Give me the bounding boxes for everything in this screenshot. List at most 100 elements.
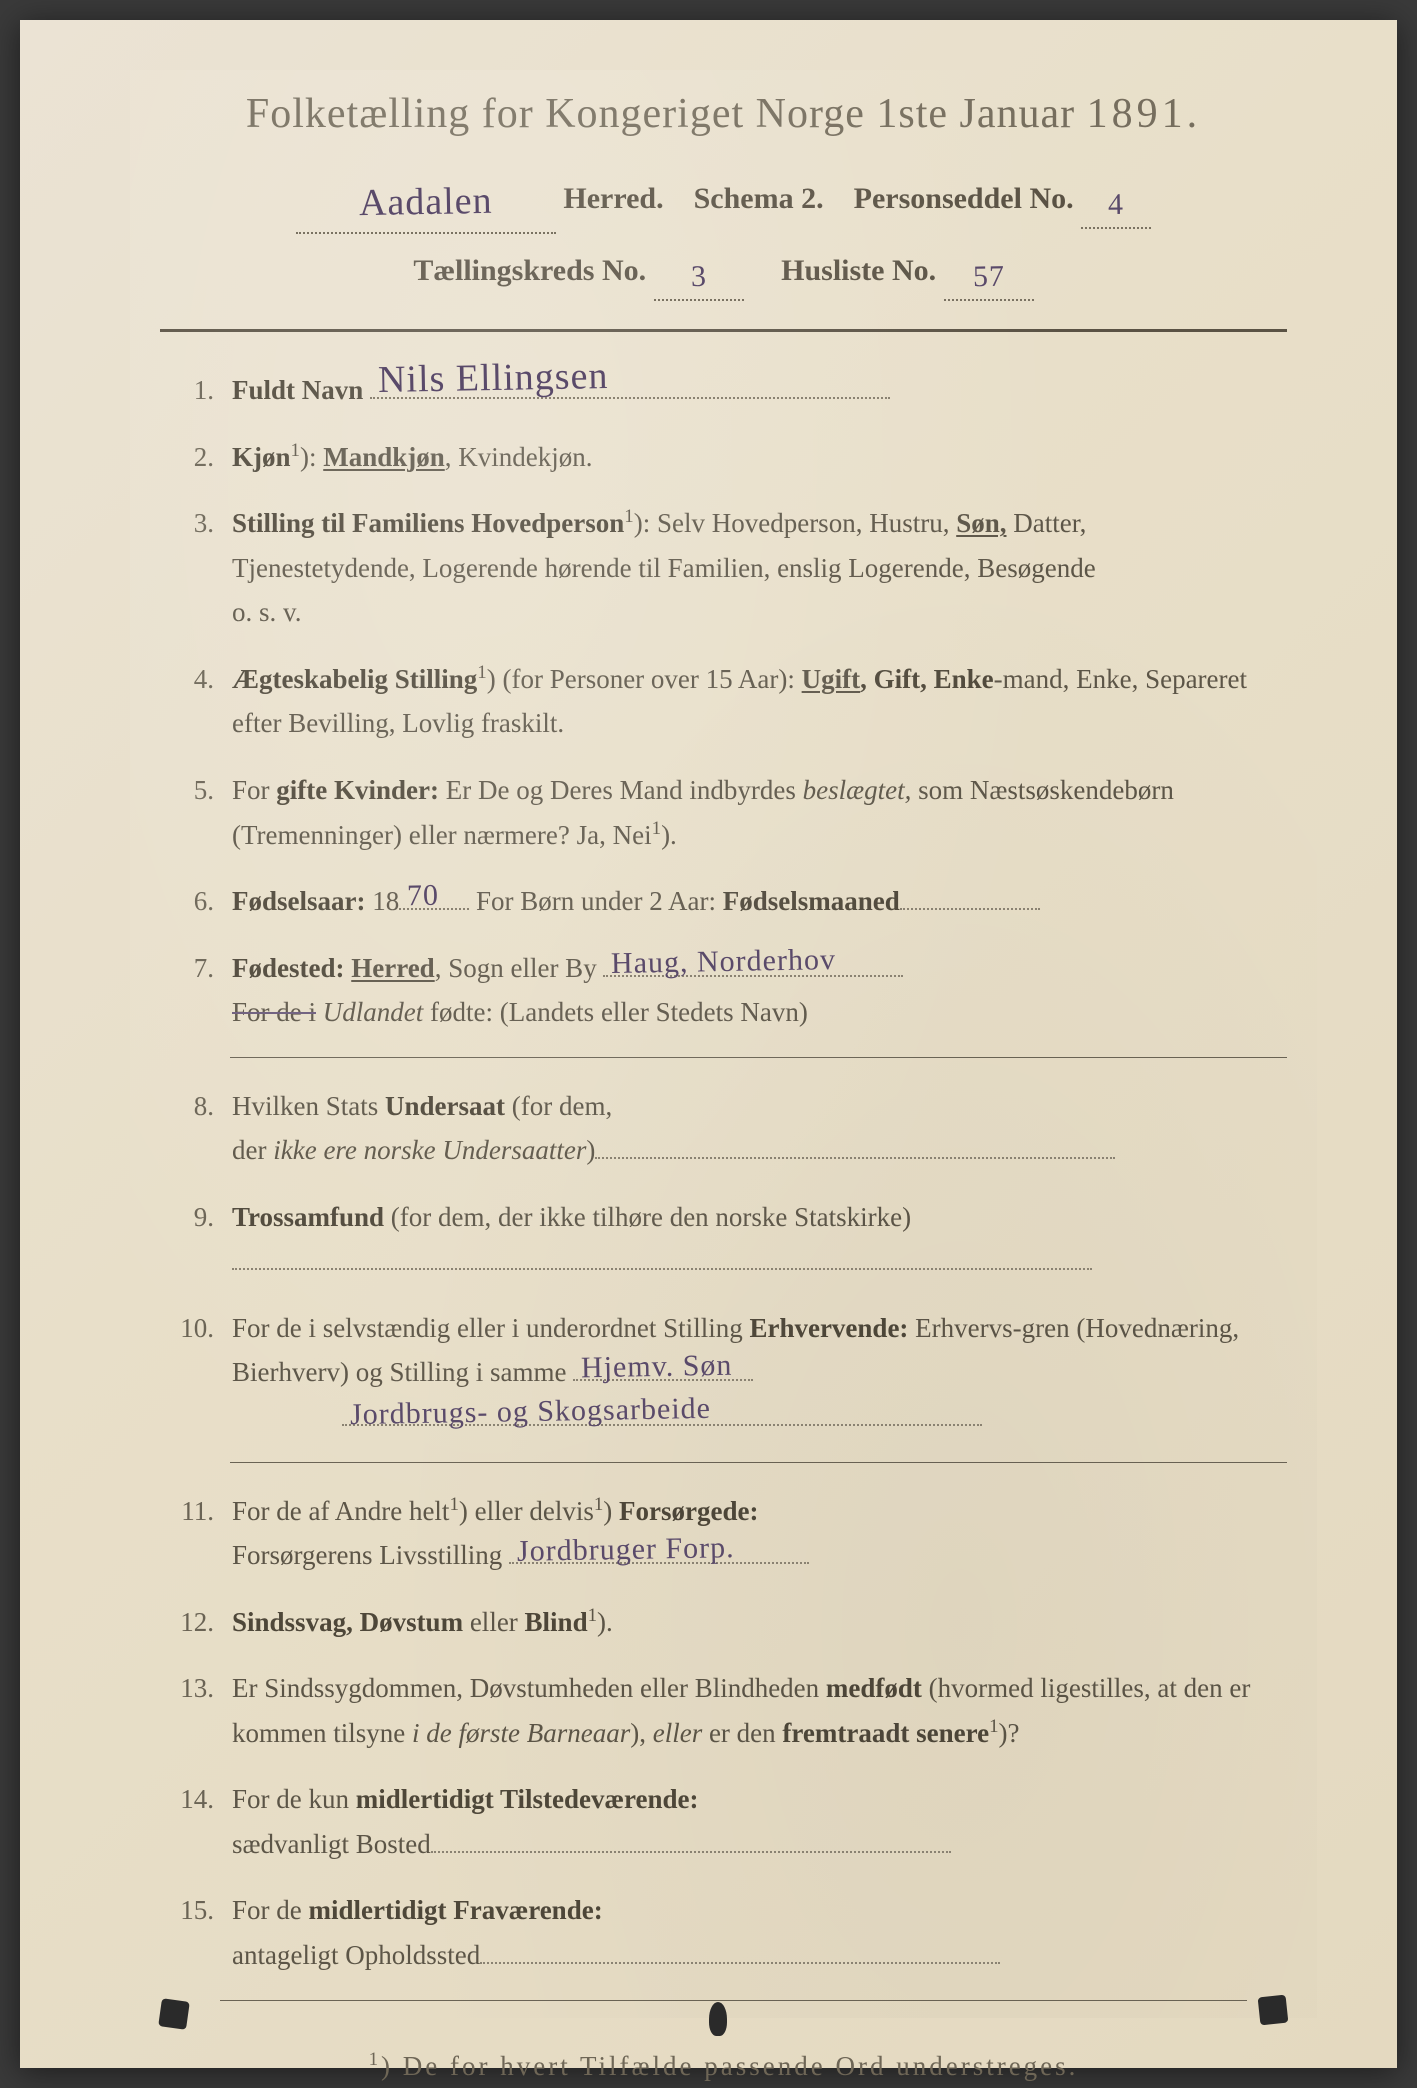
census-form-page: Folketælling for Kongeriget Norge 1ste J… (20, 20, 1397, 2068)
label: Kjøn (232, 442, 291, 472)
header-line-1: Aadalen Herred. Schema 2. Personseddel N… (160, 160, 1287, 234)
text-a: Hvilken Stats (232, 1091, 385, 1121)
text-e: )? (999, 1718, 1020, 1748)
item-num: 4. (170, 657, 232, 702)
year-prefix: 18 (372, 886, 399, 916)
text-c: der (232, 1135, 273, 1165)
text-b: (for dem, (505, 1091, 612, 1121)
label: Trossamfund (232, 1202, 384, 1232)
text-c: ). (661, 820, 677, 850)
italic: Udlandet (316, 997, 423, 1027)
item-1: 1. Fuldt Navn Nils Ellingsen (170, 368, 1287, 413)
item-body: Fuldt Navn Nils Ellingsen (232, 368, 1287, 413)
text-b: sædvanligt Bosted (232, 1829, 431, 1859)
label: Fuldt Navn (232, 375, 363, 405)
item-body: Hvilken Stats Undersaat (for dem, der ik… (232, 1084, 1287, 1173)
label-b: fremtraadt senere (782, 1718, 989, 1748)
label: Sindssvag, Døvstum (232, 1607, 463, 1637)
italic: ikke ere norske Undersaatter (273, 1135, 586, 1165)
religion-field (232, 1241, 1092, 1271)
schema-label: Schema 2. (694, 182, 824, 215)
italic: i de første Barneaar (412, 1718, 630, 1748)
item-3: 3. Stilling til Familiens Hovedperson1):… (170, 501, 1287, 635)
label: Ægteskabelig Stilling (232, 664, 477, 694)
name-value: Nils Ellingsen (378, 344, 609, 411)
item-body: Ægteskabelig Stilling1) (for Personer ov… (232, 657, 1287, 746)
text-a: For Børn under 2 Aar: (476, 886, 723, 916)
sup: 1 (449, 1494, 458, 1515)
text-a: Er Sindssygdommen, Døvstumheden eller Bl… (232, 1673, 826, 1703)
text-a: ) (for Personer over 15 Aar): (487, 664, 802, 694)
occupation-b: Jordbrugs- og Skogsarbeide (350, 1383, 712, 1439)
items-list: 1. Fuldt Navn Nils Ellingsen 2. Kjøn1): … (170, 368, 1287, 1977)
text-a: For de af Andre helt (232, 1496, 449, 1526)
residence-field (431, 1823, 951, 1853)
sup: 1 (989, 1716, 998, 1737)
item-body: Trossamfund (for dem, der ikke tilhøre d… (232, 1195, 1287, 1284)
divider-bottom (220, 2000, 1247, 2001)
divider-mid-2 (230, 1462, 1287, 1463)
sup: 1 (477, 662, 486, 683)
herred-handwritten: Aadalen (358, 165, 493, 240)
text-b: ). (597, 1607, 613, 1637)
provider-field: Jordbruger Forp. (509, 1534, 809, 1564)
text-a: For de i selvstændig eller i underordnet… (232, 1313, 749, 1343)
italic-a: beslægtet, (803, 775, 912, 805)
label-b: gifte Kvinder: (276, 775, 439, 805)
text-d: ) (586, 1135, 595, 1165)
birthplace-field: Haug, Norderhov (603, 947, 903, 977)
item-body: Er Sindssygdommen, Døvstumheden eller Bl… (232, 1666, 1287, 1755)
label: Fødested: (232, 953, 344, 983)
item-num: 9. (170, 1195, 232, 1240)
text-d: Forsørgerens Livsstilling (232, 1540, 502, 1570)
label: Stilling til Familiens Hovedperson (232, 508, 624, 538)
footnote-sup: 1 (369, 2049, 381, 2070)
husliste-field: 57 (944, 242, 1034, 301)
text-b: fødte: (Landets eller Stedets Navn) (423, 997, 808, 1027)
sup: 1 (291, 440, 300, 461)
label: midlertidigt Tilstedeværende: (356, 1784, 699, 1814)
label-b: Fødselsmaaned (723, 886, 900, 916)
kreds-field: 3 (654, 242, 744, 301)
item-10: 10. For de i selvstændig eller i underor… (170, 1306, 1287, 1440)
kreds-label: Tællingskreds No. (413, 254, 646, 287)
sex-selected: Mandkjøn (323, 442, 445, 472)
text-c: o. s. v. (232, 597, 302, 627)
label-a: For (232, 775, 276, 805)
item-body: For gifte Kvinder: Er De og Deres Mand i… (232, 768, 1287, 857)
item-num: 10. (170, 1306, 232, 1351)
corner-mark-right (1258, 1995, 1289, 2026)
label: Undersaat (385, 1091, 505, 1121)
item-8: 8. Hvilken Stats Undersaat (for dem, der… (170, 1084, 1287, 1173)
item-12: 12. Sindssvag, Døvstum eller Blind1). (170, 1600, 1287, 1645)
item-num: 8. (170, 1084, 232, 1129)
provider-value: Jordbruger Forp. (517, 1523, 735, 1576)
name-field: Nils Ellingsen (370, 370, 890, 400)
text-b: antageligt Opholdssted (232, 1940, 480, 1970)
husliste-no: 57 (972, 248, 1005, 306)
item-11: 11. For de af Andre helt1) eller delvis1… (170, 1489, 1287, 1578)
label: Erhvervende: (749, 1313, 908, 1343)
text-c: ), (630, 1718, 653, 1748)
item-body: Stilling til Familiens Hovedperson1): Se… (232, 501, 1287, 635)
sup: 1 (624, 506, 633, 527)
item-body: Kjøn1): Mandkjøn, Kvindekjøn. (232, 435, 1287, 480)
text-a: For de (232, 1895, 309, 1925)
item-9: 9. Trossamfund (for dem, der ikke tilhør… (170, 1195, 1287, 1284)
relation-selected: Søn, (956, 508, 1006, 538)
item-7: 7. Fødested: Herred, Sogn eller By Haug,… (170, 946, 1287, 1035)
label: medfødt (826, 1673, 922, 1703)
item-num: 12. (170, 1600, 232, 1645)
item-num: 3. (170, 501, 232, 546)
divider-top (160, 329, 1287, 332)
text: (for dem, der ikke tilhøre den norske St… (384, 1202, 911, 1232)
label: Fødselsaar: (232, 886, 365, 916)
sup: 1 (588, 1605, 597, 1626)
item-body: For de af Andre helt1) eller delvis1) Fo… (232, 1489, 1287, 1578)
footnote-text: ) De for hvert Tilfælde passende Ord und… (381, 2051, 1078, 2081)
occupation-field-a: Hjemv. Søn (573, 1352, 753, 1382)
item-num: 1. (170, 368, 232, 413)
item-body: For de kun midlertidigt Tilstedeværende:… (232, 1777, 1287, 1866)
text-a: , Sogn eller By (435, 953, 597, 983)
husliste-label: Husliste No. (781, 254, 936, 287)
